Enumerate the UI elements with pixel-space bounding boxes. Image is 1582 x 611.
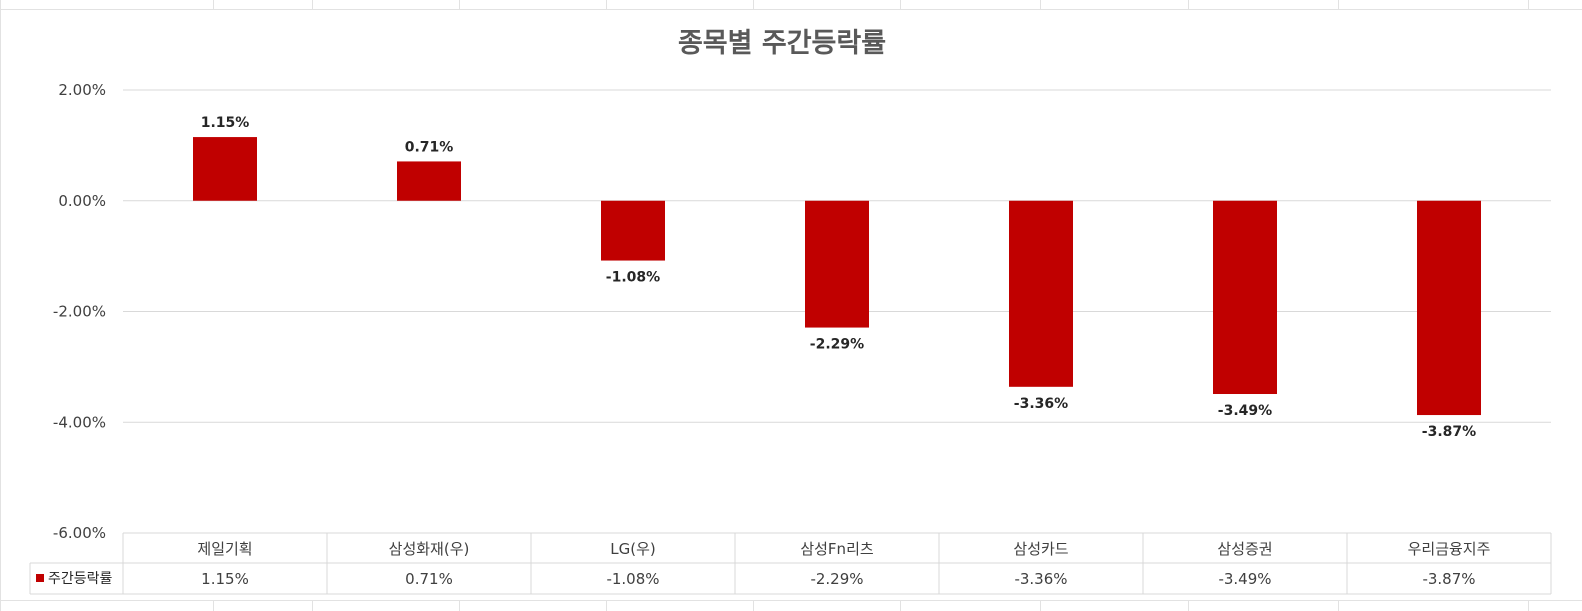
category-label: 삼성Fn리츠 [800,540,874,558]
bar-chart: 종목별 주간등락률 2.00% 0.00% -2.00% -4.00% -6.00% 1… [29,28,1552,595]
y-axis-tick-labels: 2.00% 0.00% -2.00% -4.00% -6.00% [53,81,106,542]
bar [1213,200,1277,395]
bar [601,200,665,261]
bar [397,161,461,201]
data-label: 0.71% [405,139,454,155]
category-label: LG(우) [610,540,656,558]
legend-key-swatch [36,574,44,582]
table-value: 0.71% [405,570,453,588]
bar [1009,200,1073,387]
table-value: -3.49% [1218,570,1271,588]
category-label: 삼성화재(우) [389,540,470,558]
data-label: 1.15% [201,115,250,131]
bar [1417,200,1481,416]
data-label: -3.36% [1014,396,1068,412]
data-label: -3.87% [1422,424,1476,440]
y-tick-label: -6.00% [53,524,106,542]
category-label: 삼성카드 [1013,540,1068,558]
data-label: -2.29% [810,337,864,353]
data-table: 제일기획 1.15% 삼성화재(우) 0.71% LG(우) -1.08% 삼성Fn리츠 -2… [29,532,1552,595]
y-tick-label: -4.00% [53,413,106,431]
table-value: -2.29% [810,570,863,588]
category-label: 삼성증권 [1217,540,1272,558]
data-label: -3.49% [1218,403,1272,419]
chart-title: 종목별 주간등락률 [678,28,886,59]
legend-series-name: 주간등락률 [48,571,113,587]
table-value: 1.15% [201,570,249,588]
bar [193,137,257,201]
bar [805,200,869,328]
data-labels: 1.15% 0.71% -1.08% -2.29% -3.36% -3.49% -3.87% [201,115,1476,440]
table-value: -1.08% [606,570,659,588]
category-label: 제일기획 [197,540,252,558]
chart-area[interactable]: 종목별 주간등락률 2.00% 0.00% -2.00% -4.00% -6.00% 1… [8,10,1572,600]
category-label: 우리금융지주 [1408,540,1491,558]
table-value: -3.87% [1422,570,1475,588]
bar-series [193,137,1481,416]
y-tick-label: 0.00% [58,192,106,210]
y-tick-label: 2.00% [58,81,106,99]
y-tick-label: -2.00% [53,303,106,321]
data-label: -1.08% [606,270,660,286]
table-value: -3.36% [1014,570,1067,588]
